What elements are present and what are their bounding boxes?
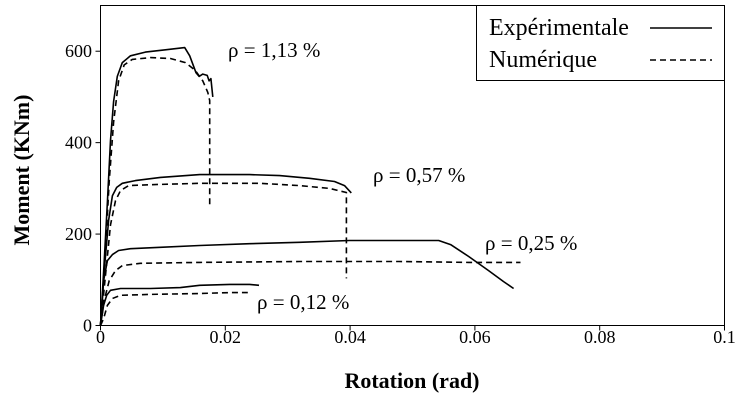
reinforcement-ratio-label: ρ = 0,12 % bbox=[257, 290, 349, 314]
x-tick-label: 0.08 bbox=[584, 327, 616, 347]
legend-label: Expérimentale bbox=[489, 15, 629, 41]
y-axis: 0 200 400 600 bbox=[65, 41, 101, 336]
x-axis-title: Rotation (rad) bbox=[344, 368, 479, 393]
y-tick-label: 400 bbox=[65, 133, 92, 153]
x-tick-label: 0.06 bbox=[459, 327, 491, 347]
annotations: ρ = 1,13 % ρ = 0,57 % ρ = 0,25 % ρ = 0,12 % bbox=[228, 38, 577, 314]
numerical-curve-rho-0-57 bbox=[99, 182, 348, 326]
y-tick-label: 600 bbox=[65, 41, 92, 61]
x-tick-label: 0.04 bbox=[334, 327, 366, 347]
numerical-curve-rho-1-13 bbox=[99, 56, 211, 326]
experimental-curve-rho-0-57 bbox=[99, 173, 352, 326]
plot-area bbox=[100, 5, 725, 326]
x-tick-label: 0.02 bbox=[210, 327, 242, 347]
y-tick-label: 0 bbox=[83, 316, 92, 336]
experimental-curve-rho-0-12 bbox=[99, 283, 260, 326]
legend-label: Numérique bbox=[489, 47, 597, 73]
x-tick-label: 0 bbox=[96, 327, 105, 347]
y-axis-title: Moment (KNm) bbox=[9, 95, 34, 246]
reinforcement-ratio-label: ρ = 0,57 % bbox=[373, 163, 465, 187]
numerical-curve-rho-0-25 bbox=[99, 260, 521, 326]
plot-frame bbox=[100, 5, 725, 326]
reinforcement-ratio-label: ρ = 1,13 % bbox=[228, 38, 320, 62]
numerical-curve-rho-0-12 bbox=[99, 291, 248, 326]
experimental-curve-rho-1-13 bbox=[99, 46, 214, 326]
y-tick-label: 200 bbox=[65, 224, 92, 244]
curves bbox=[99, 46, 521, 326]
legend: Expérimentale Numérique bbox=[476, 5, 725, 81]
x-tick-label: 0.1 bbox=[713, 327, 736, 347]
x-axis: 0 0.02 0.04 0.06 0.08 0.1 bbox=[96, 325, 736, 347]
experimental-curve-rho-0-25 bbox=[99, 239, 515, 326]
reinforcement-ratio-label: ρ = 0,25 % bbox=[485, 231, 577, 255]
legend-box bbox=[476, 5, 725, 81]
